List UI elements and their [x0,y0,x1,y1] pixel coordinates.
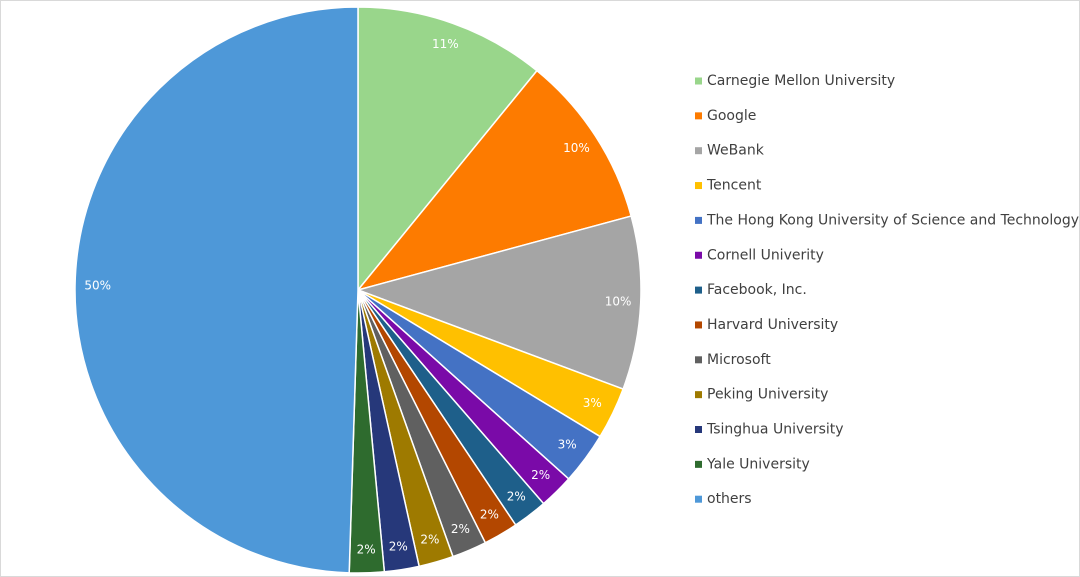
data-label: 2% [451,522,470,536]
legend-label: Microsoft [707,352,771,368]
legend-swatch [695,287,702,294]
legend-swatch [695,391,702,398]
legend-label: WeBank [707,143,765,159]
legend-swatch [695,461,702,468]
data-label: 2% [357,543,376,557]
legend-swatch [695,147,702,154]
legend-label: Google [707,108,756,124]
data-label: 3% [583,396,602,410]
data-label: 10% [563,141,590,155]
legend-swatch [695,321,702,328]
legend-label: Cornell Univerity [707,247,824,263]
data-label: 2% [480,507,499,521]
legend-swatch [695,252,702,259]
chart: 11% 10% 10% 3% 3% 2% 2% 2% 2% 2% 2% 2% 50% Carnegie M… [0,0,1080,577]
data-label: 2% [507,489,526,503]
legend-swatch [695,496,702,503]
legend-label: Peking University [707,387,828,403]
data-label: 2% [531,468,550,482]
legend-label: Carnegie Mellon University [707,73,895,89]
legend-label: Facebook, Inc. [707,282,807,298]
legend-swatch [695,182,702,189]
data-label: 3% [558,437,577,451]
legend-swatch [695,426,702,433]
legend-swatch [695,112,702,119]
data-label: 10% [605,295,632,309]
data-label: 50% [84,278,111,292]
legend-label: Tsinghua University [706,422,844,438]
legend-swatch [695,356,702,363]
data-label: 2% [389,540,408,554]
data-label: 11% [432,37,459,51]
legend-label: Yale University [706,456,810,472]
legend-label: others [707,491,752,507]
legend-label: Harvard University [707,317,838,333]
legend-swatch [695,217,702,224]
legend-label: The Hong Kong University of Science and … [706,212,1079,228]
legend-label: Tencent [706,178,762,194]
data-label: 2% [420,533,439,547]
legend-swatch [695,78,702,85]
